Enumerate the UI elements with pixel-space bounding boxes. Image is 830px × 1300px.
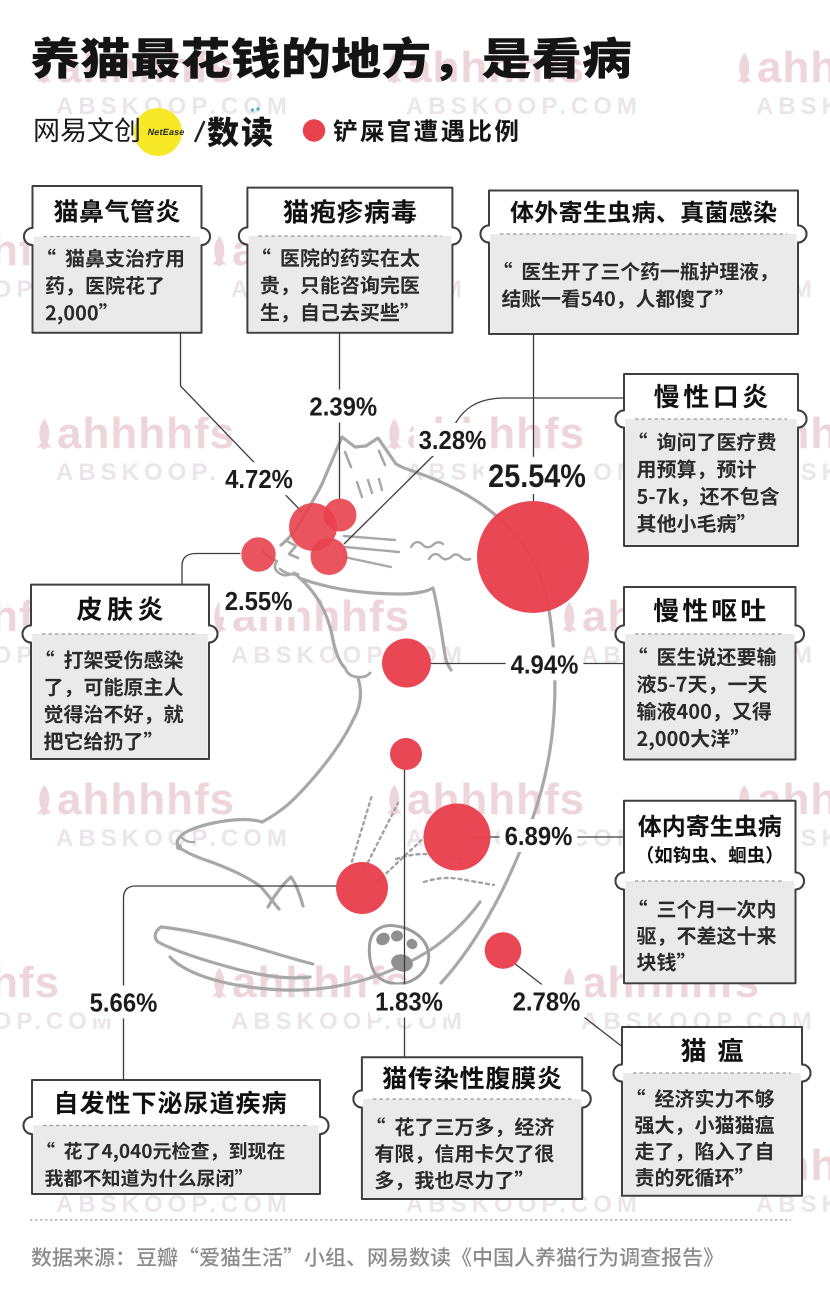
svg-text:ABSKOOP.COM: ABSKOOP.COM	[56, 825, 292, 852]
svg-text:ABSKOOP.COM: ABSKOOP.COM	[406, 93, 642, 120]
svg-text:1.83%: 1.83%	[375, 988, 443, 1017]
svg-text:6.89%: 6.89%	[505, 822, 573, 851]
svg-text:25.54%: 25.54%	[488, 459, 586, 495]
svg-text:ABSKOOP.COM: ABSKOOP.COM	[56, 1191, 292, 1218]
svg-text:2.78%: 2.78%	[513, 988, 581, 1017]
svg-text:ahhhhfs: ahhhhfs	[0, 958, 60, 1007]
svg-text:3.28%: 3.28%	[419, 426, 487, 455]
svg-text:ahhhhfs: ahhhhfs	[57, 775, 235, 824]
svg-text:4.72%: 4.72%	[225, 465, 293, 494]
svg-text:2.39%: 2.39%	[309, 393, 377, 422]
svg-text:ahhhhfs: ahhhhfs	[757, 43, 830, 92]
svg-text:4.94%: 4.94%	[511, 650, 579, 679]
svg-text:ABSKOOP.COM: ABSKOOP.COM	[756, 93, 830, 120]
svg-text:5.66%: 5.66%	[90, 989, 158, 1018]
svg-text:2.55%: 2.55%	[225, 587, 293, 616]
svg-text:ABSKOOP.COM: ABSKOOP.COM	[231, 642, 467, 669]
svg-text:ahhhhfs: ahhhhfs	[57, 409, 235, 458]
